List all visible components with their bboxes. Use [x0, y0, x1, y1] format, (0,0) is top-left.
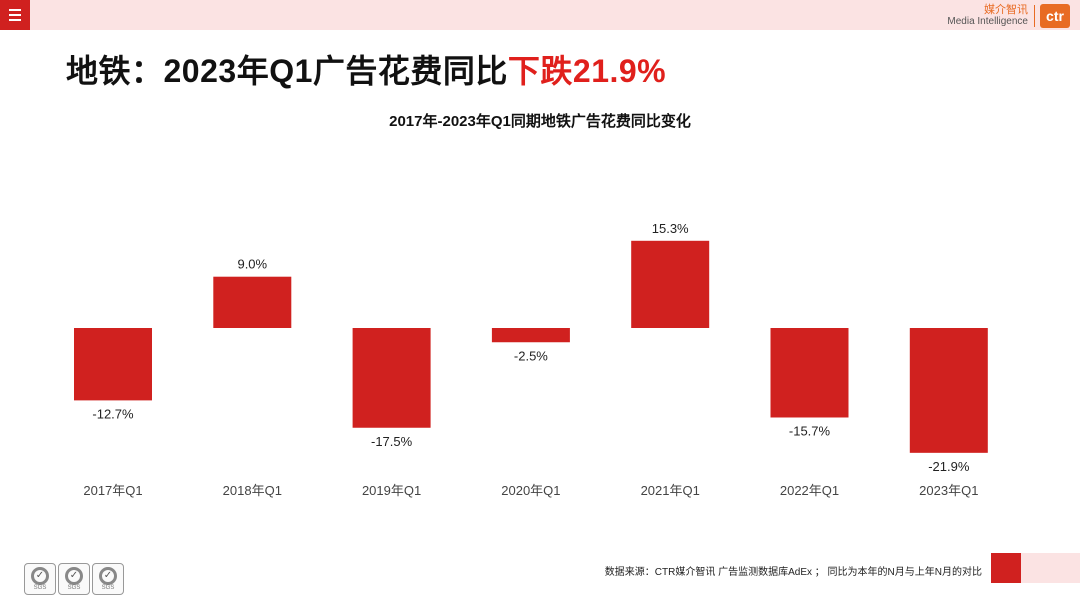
data-label: 9.0% [237, 257, 267, 272]
category-label: 2020年Q1 [501, 483, 560, 498]
logo-divider [1034, 5, 1035, 27]
ctr-logo-mark: ctr [1040, 4, 1070, 28]
category-label: 2022年Q1 [780, 483, 839, 498]
bar-2020年Q1 [491, 328, 570, 343]
hamburger-menu-icon[interactable] [0, 0, 30, 30]
page-title: 地铁：2023年Q1广告花费同比下跌21.9% [66, 46, 666, 92]
category-label: 2017年Q1 [83, 483, 142, 498]
certification-logos: ✓ SGS ✓ SGS ✓ SGS [24, 563, 124, 595]
data-label: -2.5% [514, 348, 548, 363]
corner-accent-red [991, 553, 1021, 583]
data-label: -12.7% [92, 406, 134, 421]
logo-chinese-name: 媒介智讯 [984, 4, 1028, 16]
bar-2022年Q1 [770, 328, 849, 418]
bar-2021年Q1 [631, 240, 710, 328]
top-bar: 媒介智讯 Media Intelligence ctr [0, 0, 1080, 30]
category-label: 2018年Q1 [223, 483, 282, 498]
sgs-cert-icon: ✓ SGS [58, 563, 90, 595]
bar-2023年Q1 [909, 328, 988, 453]
data-label: -21.9% [928, 459, 970, 474]
bar-chart: -12.7% 2017年Q1 9.0% 2018年Q1 -17.5% 2019年Q1 -2.… [74, 221, 988, 498]
category-label: 2023年Q1 [919, 483, 978, 498]
data-label: -15.7% [789, 423, 831, 438]
ctr-logo: 媒介智讯 Media Intelligence ctr [947, 3, 1070, 29]
bar-2019年Q1 [352, 328, 431, 428]
sgs-cert-icon: ✓ SGS [24, 563, 56, 595]
corner-accent-pink [1021, 553, 1080, 583]
category-label: 2021年Q1 [641, 483, 700, 498]
category-label: 2019年Q1 [362, 483, 421, 498]
page-title-prefix: 地铁：2023年Q1广告花费同比 [66, 53, 508, 89]
data-label: 15.3% [652, 221, 689, 236]
logo-english-name: Media Intelligence [947, 16, 1028, 27]
bar-2018年Q1 [213, 276, 292, 328]
page-title-highlight: 下跌21.9% [507, 53, 667, 89]
chart-title: 2017年-2023年Q1同期地铁广告花费同比变化 [389, 113, 691, 130]
data-label: -17.5% [371, 434, 413, 449]
bar-2017年Q1 [74, 328, 152, 401]
sgs-cert-icon: ✓ SGS [92, 563, 124, 595]
data-source-note: 数据来源：CTR媒介智讯 广告监测数据库AdEx ； 同比为本年的N月与上年N月… [604, 567, 982, 578]
